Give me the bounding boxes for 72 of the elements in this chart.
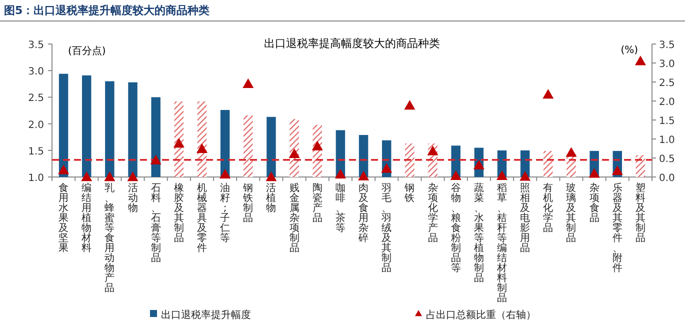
- point: [58, 164, 70, 174]
- chart-subtitle: 出口退税率提高幅度较大的商品种类: [264, 37, 440, 50]
- x-tick-label: 塑料及其制品: [635, 182, 646, 244]
- y2-tick-label: 0.0: [659, 173, 675, 184]
- point: [242, 78, 254, 88]
- point: [473, 160, 484, 170]
- y2-tick-label: 3.0: [659, 59, 675, 70]
- x-tick-label: 编结用植物材料: [80, 182, 92, 254]
- x-tick-label: 贱金属杂项制品: [289, 182, 300, 254]
- x-tick-label: 有机化学品: [543, 182, 554, 234]
- y-axis-title: (百分点): [68, 45, 106, 57]
- y-tick-label: 2.0: [28, 120, 44, 131]
- x-tick-label: 肉及食用杂碎: [358, 183, 369, 244]
- point: [404, 100, 416, 110]
- point: [634, 56, 646, 66]
- x-tick-label: 食用水果及坚果: [58, 182, 69, 254]
- y-tick-label: 3.5: [28, 40, 44, 51]
- y-tick-label: 2.5: [28, 93, 44, 104]
- point: [358, 170, 370, 180]
- x-tick-label: 咖啡、茶等: [335, 182, 346, 234]
- x-tick-label: 活动物: [128, 182, 138, 214]
- point: [266, 172, 277, 182]
- x-tick-label: 杂项化学产品: [428, 182, 438, 244]
- y-tick-label: 1.5: [28, 146, 44, 158]
- y-tick-label: 1.0: [28, 173, 44, 184]
- point: [612, 165, 623, 176]
- y2-tick-label: 1.0: [659, 135, 675, 146]
- category-label: 蔬菜、水果等植物制品: [474, 183, 484, 284]
- point: [104, 172, 116, 182]
- point: [288, 148, 300, 158]
- legend-label: 出口退税率提升幅度: [161, 309, 251, 321]
- point: [334, 168, 346, 178]
- x-tick-label: 陶瓷产品: [312, 182, 322, 224]
- category-label: 羽毛、羽绒及其制品: [382, 183, 392, 274]
- point: [588, 168, 600, 178]
- y2-tick-label: 0.5: [659, 154, 675, 165]
- category-label: 乳、蜂蜜等食用动物产品: [104, 183, 115, 294]
- x-tick-label: 杂项食品: [589, 182, 600, 224]
- x-tick-label: 照相及电影用品: [520, 183, 530, 254]
- point: [450, 170, 462, 180]
- x-tick-label: 橡胶及其制品: [174, 182, 184, 244]
- x-tick-label: 石料、石膏等制品: [150, 183, 161, 264]
- point: [496, 170, 508, 180]
- point: [542, 89, 554, 99]
- x-tick-label: 玻璃及其制品: [566, 182, 576, 244]
- point: [566, 147, 577, 157]
- point: [127, 172, 138, 182]
- point: [81, 172, 92, 182]
- y2-tick-label: 2.5: [659, 78, 675, 89]
- x-tick-label: 活植物: [266, 182, 276, 214]
- x-tick-label: 钢铁: [404, 183, 415, 204]
- point: [150, 154, 162, 164]
- x-tick-label: 油籽;子仁等: [220, 182, 230, 244]
- category-label: 乐器及其零件、附件: [612, 183, 622, 274]
- y2-tick-label: 3.5: [659, 40, 675, 51]
- y2-tick-label: 2.0: [659, 97, 675, 108]
- point: [312, 140, 323, 150]
- legend-label: 占出口总额比重（右轴）: [426, 309, 536, 321]
- point: [196, 143, 208, 154]
- category-label: 稻草、秸秆等编结材料制品: [497, 183, 507, 304]
- category-label: 谷物、粮食粉制品等: [450, 183, 461, 274]
- y2-axis-title: (%): [620, 45, 638, 56]
- y2-tick-label: 1.5: [659, 116, 675, 127]
- point: [427, 146, 438, 156]
- point: [173, 138, 184, 148]
- x-tick-label: 钢铁制品: [242, 183, 254, 224]
- point: [520, 171, 531, 181]
- point: [381, 163, 392, 173]
- chart-title: 图5：出口退税率提升幅度较大的商品种类: [4, 4, 210, 17]
- point: [220, 168, 231, 178]
- y-tick-label: 3.0: [28, 66, 44, 78]
- x-tick-label: 机械器具及零件: [197, 182, 207, 254]
